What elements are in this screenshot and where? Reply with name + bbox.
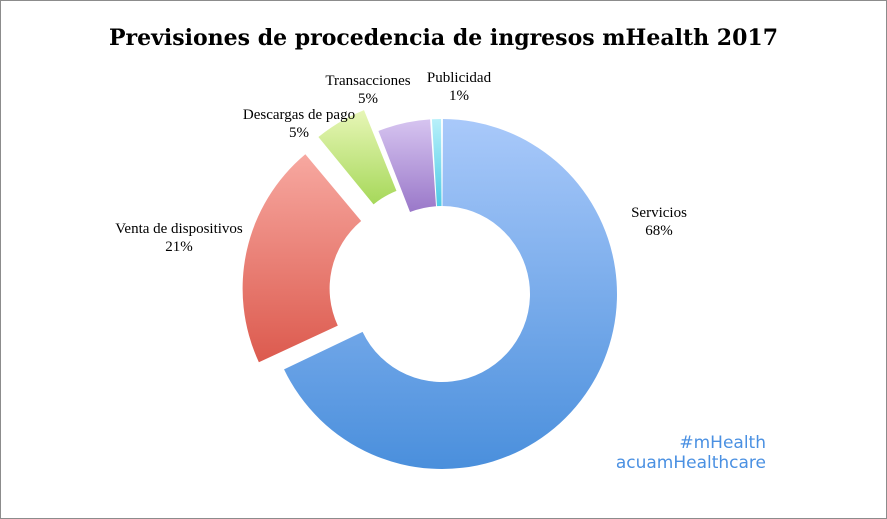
- watermark-brand: acuamHealthcare: [615, 453, 766, 473]
- slice-label: Publicidad: [427, 70, 492, 86]
- slice-transacciones: [378, 119, 437, 213]
- slice-percent-label: 5%: [358, 91, 378, 107]
- slice-descargas-de-pago: [318, 110, 397, 205]
- chart-title: Previsiones de procedencia de ingresos m…: [108, 25, 779, 51]
- slice-percent-label: 21%: [165, 239, 193, 255]
- slice-label: Transacciones: [325, 73, 410, 89]
- watermark-hashtag: #mHealth: [679, 433, 766, 453]
- slice-venta-de-dispositivos: [242, 154, 362, 363]
- slice-label: Venta de dispositivos: [115, 221, 243, 237]
- slice-label: Descargas de pago: [243, 107, 355, 123]
- slice-percent-label: 68%: [645, 223, 673, 239]
- slice-percent-label: 1%: [449, 88, 469, 104]
- slice-label: Servicios: [631, 205, 687, 221]
- slice-servicios: [284, 119, 617, 470]
- slice-percent-label: 5%: [289, 125, 309, 141]
- watermark: #mHealth acuamHealthcare: [616, 433, 766, 473]
- slice-publicidad: [431, 119, 442, 207]
